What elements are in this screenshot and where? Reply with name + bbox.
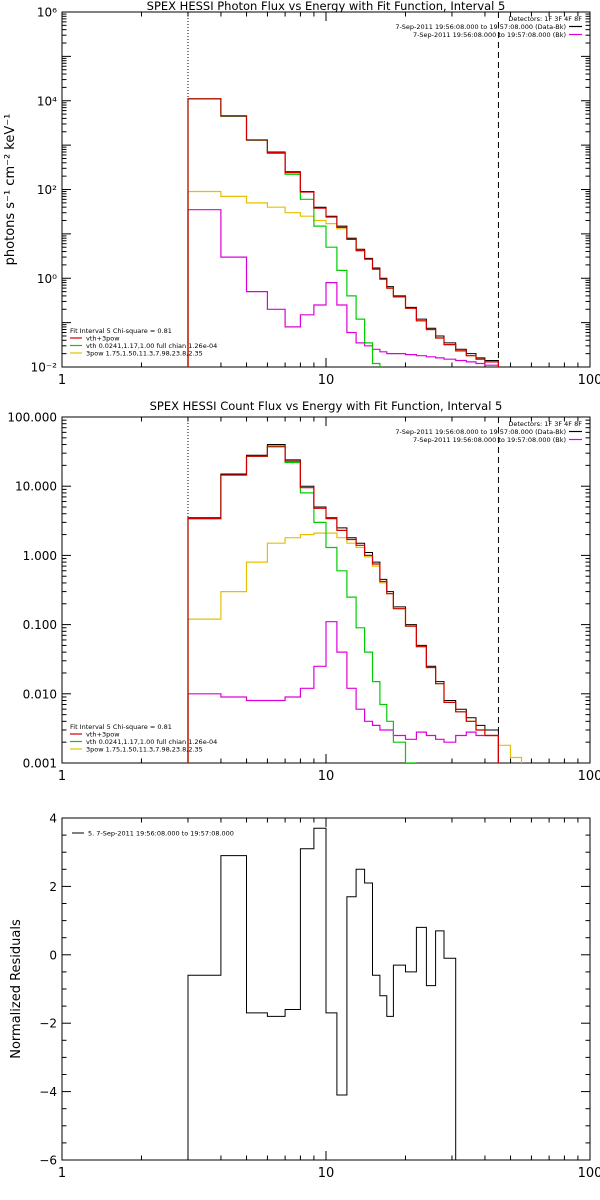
series-powerlaw [187, 532, 532, 763]
legend-heading: Detectors: 1F 3F 4F 8F [508, 15, 582, 23]
y-tick-label: 10⁻² [31, 361, 58, 375]
legend-entry: vth 0.0241,1.17,1.00 full chian 1.26e-04 [86, 738, 217, 746]
legend-entry: 7-Sep-2011 19:56:08.000 to 19:57:08.000 … [395, 23, 566, 31]
legend-top: 5. 7-Sep-2011 19:56:08.000 to 19:57:08.0… [72, 830, 234, 838]
x-tick-label: 100 [578, 769, 600, 784]
series-data [187, 827, 457, 1160]
y-tick-label: 10⁰ [37, 272, 57, 286]
x-tick-label: 1 [58, 1166, 66, 1181]
series-data [187, 444, 499, 763]
series-powerlaw [187, 190, 499, 367]
legend-entry: 7-Sep-2011 19:56:08.000 to 19:57:08.000 … [413, 436, 566, 444]
panel-2: SPEX HESSI Count Flux vs Energy with Fit… [7, 399, 600, 784]
y-tick-label: 10⁶ [37, 6, 57, 20]
legend-heading: Detectors: 1F 3F 4F 8F [508, 420, 582, 428]
x-tick-label: 10 [318, 1166, 335, 1181]
x-tick-label: 10 [318, 373, 335, 388]
legend-heading: Fit Interval 5 Chi-square = 0.81 [70, 327, 172, 335]
plot-frame [61, 11, 591, 368]
y-tick-label: 0 [49, 948, 57, 962]
chart-title: SPEX HESSI Photon Flux vs Energy with Fi… [147, 0, 506, 13]
y-tick-label: −6 [39, 1154, 57, 1168]
x-tick-label: 10 [318, 769, 335, 784]
legend-entry: 3pow 1.75,1.50,11.3,7.98,23.8,2.35 [86, 746, 203, 754]
y-tick-label: 0.001 [23, 757, 57, 771]
legend-entry: vth 0.0241,1.17,1.00 full chian 1.26e-04 [86, 342, 217, 350]
y-tick-label: 10² [37, 183, 57, 197]
series-data [187, 98, 499, 367]
x-tick-label: 1 [58, 769, 66, 784]
legend-top: Detectors: 1F 3F 4F 8F7-Sep-2011 19:56:0… [395, 420, 582, 444]
series-vth [187, 98, 388, 367]
y-tick-label: 0.100 [23, 618, 57, 632]
legend-top: Detectors: 1F 3F 4F 8F7-Sep-2011 19:56:0… [395, 15, 582, 39]
y-tick-label: 0.010 [23, 687, 57, 701]
series-total_model [187, 445, 499, 763]
legend-heading: Fit Interval 5 Chi-square = 0.81 [70, 723, 172, 731]
series-total_model [187, 98, 499, 367]
panel-1: SPEX HESSI Photon Flux vs Energy with Fi… [3, 0, 600, 388]
legend-entry: 3pow 1.75,1.50,11.3,7.98,23.8,2.35 [86, 350, 203, 358]
y-axis-label: photons s⁻¹ cm⁻² keV⁻¹ [3, 114, 18, 266]
y-tick-label: −4 [39, 1085, 57, 1099]
legend-entry: 7-Sep-2011 19:56:08.000 to 19:57:08.000 … [413, 31, 566, 39]
legend-entry: vth+3pow [86, 731, 120, 739]
y-tick-label: 1.000 [23, 549, 57, 563]
panel-3: Normalized Residuals 1 10 100 −6 −4 −2 0 2 4 5. 7-… [9, 812, 600, 1182]
y-tick-label: −2 [39, 1017, 57, 1031]
x-tick-label: 100 [578, 1166, 600, 1181]
y-axis-label: Normalized Residuals [9, 919, 24, 1059]
legend-bottom: Fit Interval 5 Chi-square = 0.81vth+3pow… [70, 327, 217, 358]
plot-frame [61, 416, 591, 764]
x-tick-label: 100 [578, 373, 600, 388]
y-tick-label: 4 [49, 812, 57, 826]
legend-bottom: Fit Interval 5 Chi-square = 0.81vth+3pow… [70, 723, 217, 754]
y-tick-label: 100.000 [7, 411, 57, 425]
series-background_series [187, 621, 499, 763]
y-tick-label: 2 [49, 880, 57, 894]
chart-title: SPEX HESSI Count Flux vs Energy with Fit… [150, 399, 503, 413]
x-tick-label: 1 [58, 373, 66, 388]
series-background_series [187, 209, 499, 367]
legend-entry: vth+3pow [86, 335, 120, 343]
legend-entry: 7-Sep-2011 19:56:08.000 to 19:57:08.000 … [395, 428, 566, 436]
legend-entry: 5. 7-Sep-2011 19:56:08.000 to 19:57:08.0… [88, 830, 234, 838]
series-vth [187, 446, 417, 763]
y-tick-label: 10.000 [15, 480, 57, 494]
y-tick-label: 10⁴ [37, 94, 57, 108]
